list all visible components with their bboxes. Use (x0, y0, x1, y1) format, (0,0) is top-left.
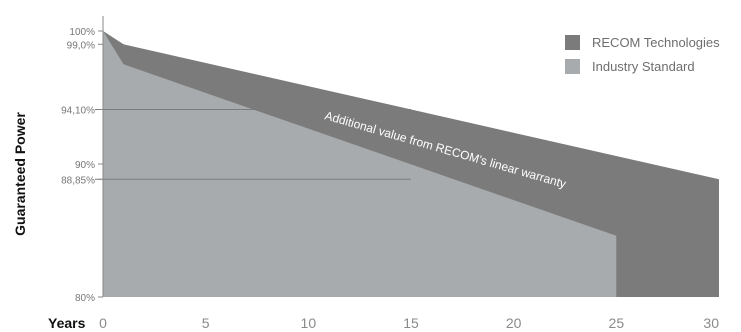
y-tick-label: 99,0% (67, 40, 95, 51)
legend: RECOM Technologies Industry Standard (565, 35, 720, 74)
y-tick-label: 94,10% (61, 105, 95, 116)
reference-lines (95, 108, 411, 180)
legend-label: Industry Standard (592, 59, 695, 74)
x-tick-label: 5 (202, 315, 210, 331)
y-axis-title: Guaranteed Power (12, 112, 28, 236)
y-tick-label: 90% (75, 160, 95, 171)
legend-label: RECOM Technologies (592, 35, 720, 50)
x-tick-label: 25 (609, 315, 625, 331)
series-area-industry-standard (103, 31, 617, 297)
x-tick-label: 15 (403, 315, 419, 331)
legend-swatch (565, 35, 580, 50)
x-axis-title: Years (48, 315, 86, 331)
x-tick-label: 10 (301, 315, 317, 331)
x-tick-label: 0 (99, 315, 107, 331)
x-axis-ticks: 0 5 10 15 20 25 30 (99, 315, 719, 331)
y-tick-label: 100% (69, 27, 95, 38)
x-tick-label: 30 (703, 315, 719, 331)
series-areas (103, 31, 719, 297)
x-tick-label: 20 (506, 315, 522, 331)
y-tick-label: 80% (75, 293, 95, 304)
y-tick-label: 88,85% (61, 175, 95, 186)
y-axis-ticks: 100% 99,0% 94,10% 90% 88,85% 80% (61, 27, 103, 304)
legend-swatch (565, 59, 580, 74)
